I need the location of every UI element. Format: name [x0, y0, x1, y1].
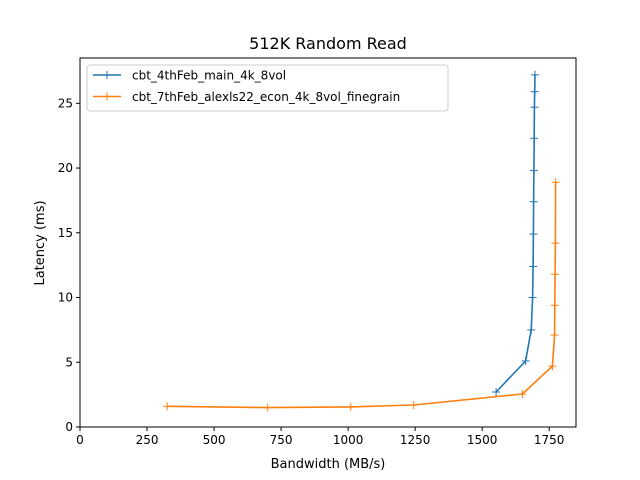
- series-1-point: [530, 103, 539, 112]
- series-1-point: [527, 325, 536, 334]
- legend-box: [86, 64, 449, 112]
- x-tick-label: 500: [203, 433, 226, 447]
- x-tick-label: 1250: [400, 433, 431, 447]
- series-1-point: [529, 166, 538, 175]
- plot-frame: [79, 57, 577, 428]
- x-tick-label: 250: [136, 433, 159, 447]
- legend-label: cbt_7thFeb_alexls22_econ_4k_8vol_finegra…: [132, 90, 400, 104]
- series-1-point: [530, 87, 539, 96]
- series-2-point: [518, 389, 527, 398]
- series-1-point: [529, 262, 538, 271]
- series-1-point: [529, 197, 538, 206]
- series-2-point: [263, 403, 272, 412]
- legend-entry-2: cbt_7thFeb_alexls22_econ_4k_8vol_finegra…: [93, 90, 400, 104]
- series-2-point: [550, 331, 559, 340]
- y-tick-label: 5: [65, 355, 73, 369]
- y-axis-label: Latency (ms): [33, 200, 48, 285]
- y-tick-label: 0: [65, 420, 73, 434]
- series-1-point: [528, 293, 537, 302]
- legend-entry-1: cbt_4thFeb_main_4k_8vol: [93, 69, 286, 83]
- series-2-point: [550, 301, 559, 310]
- series-2-point: [551, 178, 560, 187]
- chart-title: 512K Random Read: [249, 34, 407, 53]
- series-2-point: [551, 239, 560, 248]
- series-1-point: [530, 70, 539, 79]
- series-1-point: [521, 356, 530, 365]
- series-1-point: [530, 134, 539, 143]
- series-layer: [163, 70, 560, 412]
- y-tick-label: 20: [58, 161, 73, 175]
- x-tick-label: 750: [270, 433, 293, 447]
- legend-label: cbt_4thFeb_main_4k_8vol: [132, 69, 286, 83]
- series-1-point: [529, 230, 538, 239]
- series-2-point: [551, 270, 560, 279]
- x-tick-label: 1500: [467, 433, 498, 447]
- y-tick-label: 15: [58, 226, 73, 240]
- series-2-point: [346, 402, 355, 411]
- series-2-point: [548, 362, 557, 371]
- x-axis-label: Bandwidth (MB/s): [271, 457, 386, 472]
- x-tick-label: 1000: [333, 433, 364, 447]
- x-tick-label: 1750: [534, 433, 565, 447]
- legend: cbt_4thFeb_main_4k_8vol cbt_7thFeb_alexls…: [86, 64, 449, 112]
- series-2-point: [409, 400, 418, 409]
- y-tick-label: 25: [58, 96, 73, 110]
- series-2-point: [163, 402, 172, 411]
- axes-layer: 0 250 500 750 1000 1250 1500 1750 0 5 10 15 20 25: [58, 57, 577, 447]
- series-1-point: [492, 388, 501, 397]
- y-tick-label: 10: [58, 291, 73, 305]
- x-tick-label: 0: [76, 433, 84, 447]
